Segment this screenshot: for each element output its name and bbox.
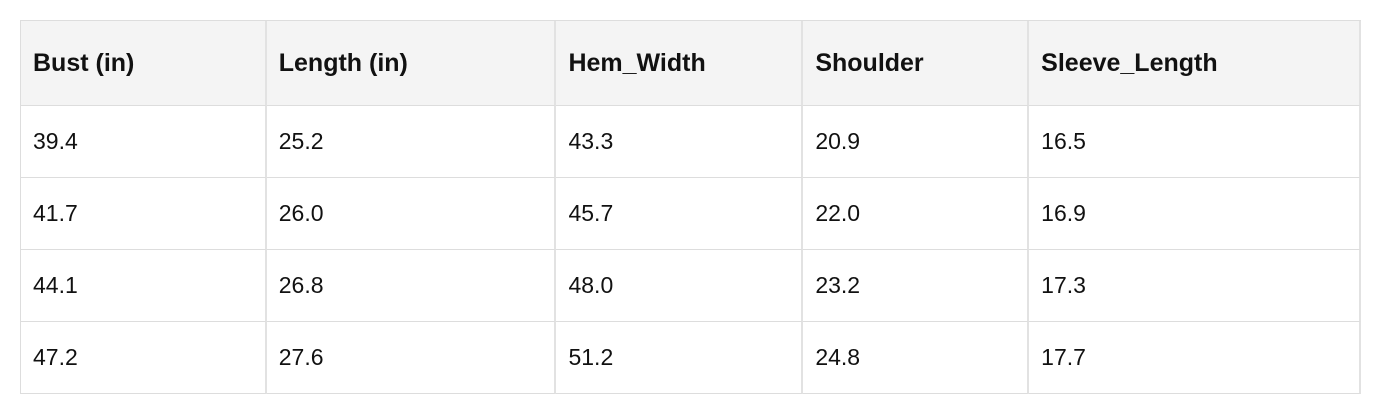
table-row: 41.7 26.0 45.7 22.0 16.9 <box>21 178 1361 250</box>
table-cell: 47.2 <box>21 322 267 394</box>
table-cell: 41.7 <box>21 178 267 250</box>
table-cell: 44.1 <box>21 250 267 322</box>
table-cell: 17.3 <box>1029 250 1361 322</box>
table-cell: 39.4 <box>21 106 267 178</box>
header-cell: Shoulder <box>803 21 1030 106</box>
table-cell: 51.2 <box>556 322 804 394</box>
table-cell: 45.7 <box>556 178 804 250</box>
table-cell: 22.0 <box>803 178 1030 250</box>
table-row: 47.2 27.6 51.2 24.8 17.7 <box>21 322 1361 394</box>
table-cell: 23.2 <box>803 250 1030 322</box>
header-cell: Length (in) <box>266 21 557 106</box>
header-cell: Hem_Width <box>556 21 804 106</box>
table-cell: 25.2 <box>266 106 557 178</box>
table-cell: 16.5 <box>1029 106 1361 178</box>
size-table: Bust (in) Length (in) Hem_Width Shoulder Sle… <box>20 20 1361 394</box>
header-cell: Sleeve_Length <box>1029 21 1361 106</box>
table-row: 39.4 25.2 43.3 20.9 16.5 <box>21 106 1361 178</box>
table-cell: 26.0 <box>266 178 557 250</box>
table-cell: 17.7 <box>1029 322 1361 394</box>
header-cell: Bust (in) <box>21 21 267 106</box>
table-cell: 43.3 <box>556 106 804 178</box>
table-cell: 48.0 <box>556 250 804 322</box>
table-cell: 16.9 <box>1029 178 1361 250</box>
table-head: Bust (in) Length (in) Hem_Width Shoulder Sle… <box>21 21 1361 106</box>
header-row: Bust (in) Length (in) Hem_Width Shoulder Sle… <box>21 21 1361 106</box>
table-body: 39.4 25.2 43.3 20.9 16.5 41.7 26.0 45.7 22.0 16.9… <box>21 106 1361 394</box>
table-cell: 24.8 <box>803 322 1030 394</box>
table-cell: 20.9 <box>803 106 1030 178</box>
table-cell: 26.8 <box>266 250 557 322</box>
table-cell: 27.6 <box>266 322 557 394</box>
table-row: 44.1 26.8 48.0 23.2 17.3 <box>21 250 1361 322</box>
